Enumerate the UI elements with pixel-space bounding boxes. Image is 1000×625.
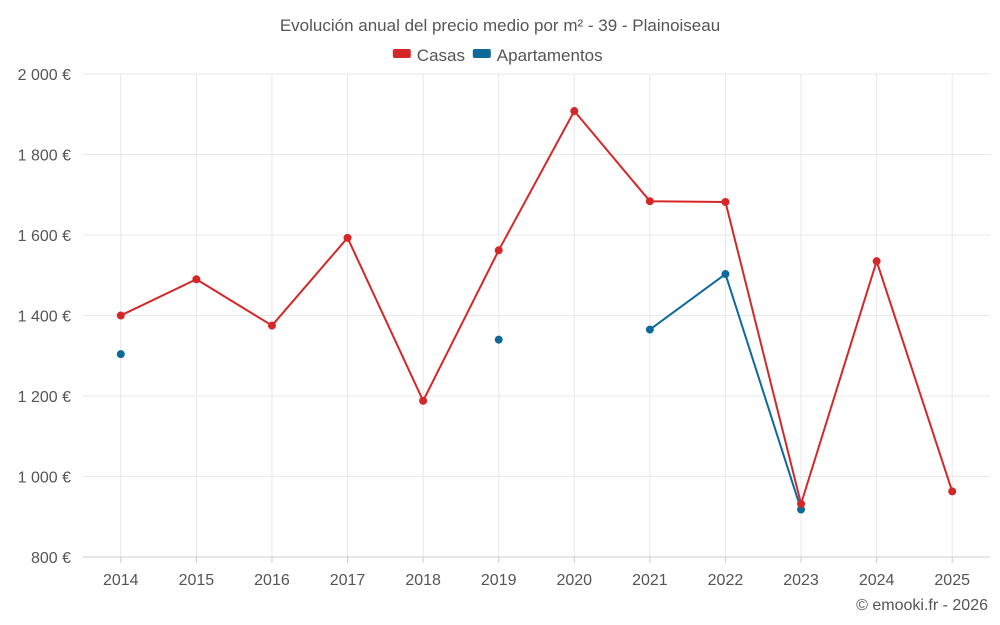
data-point[interactable] [797, 505, 806, 514]
y-tick-label: 1 600 € [18, 228, 71, 245]
grid-lines [83, 73, 990, 557]
data-point[interactable] [343, 233, 352, 242]
legend-item-casas[interactable]: Casas [392, 46, 465, 65]
data-point[interactable] [948, 487, 957, 496]
x-tick-label: 2022 [708, 572, 744, 589]
x-tick-label: 2020 [556, 572, 592, 589]
x-tick-label: 2015 [179, 572, 215, 589]
x-tick-label: 2021 [632, 572, 668, 589]
x-tick-label: 2017 [330, 572, 366, 589]
data-point[interactable] [872, 257, 881, 266]
legend-swatch [472, 49, 491, 58]
x-tick-label: 2024 [859, 572, 895, 589]
x-tick-label: 2018 [405, 572, 441, 589]
axes: 800 € 1 000 € 1 200 € 1 400 € 1 600 € 1 800 €… [18, 67, 990, 589]
data-point[interactable] [192, 275, 201, 284]
x-tick-label: 2019 [481, 572, 517, 589]
data-point[interactable] [419, 396, 428, 405]
data-point[interactable] [645, 325, 654, 334]
data-point[interactable] [645, 197, 654, 206]
data-point[interactable] [797, 499, 806, 508]
data-point[interactable] [721, 197, 730, 206]
data-point[interactable] [494, 335, 503, 344]
credit-text: © emooki.fr - 2026 [856, 597, 988, 614]
x-tick-label: 2016 [254, 572, 290, 589]
data-point[interactable] [267, 321, 276, 330]
y-tick-label: 1 800 € [18, 148, 71, 165]
series-line [120, 110, 954, 505]
legend-label: Apartamentos [497, 46, 603, 65]
series-layer [116, 107, 957, 514]
y-tick-label: 1 400 € [18, 309, 71, 326]
y-tick-label: 2 000 € [18, 67, 71, 84]
series-apartamentos [116, 270, 806, 514]
y-tick-label: 1 200 € [18, 389, 71, 406]
x-tick-label: 2014 [103, 572, 139, 589]
data-point[interactable] [570, 107, 579, 116]
x-tick-label: 2025 [934, 572, 970, 589]
data-point[interactable] [116, 311, 125, 320]
legend-swatch [392, 49, 411, 58]
data-point[interactable] [721, 270, 730, 279]
chart-title: Evolución anual del precio medio por m² … [280, 16, 720, 35]
data-point[interactable] [494, 246, 503, 255]
y-tick-label: 800 € [31, 550, 71, 567]
series-casas [116, 107, 957, 508]
x-tick-label: 2023 [783, 572, 819, 589]
data-point[interactable] [116, 350, 125, 359]
legend-item-apartamentos[interactable]: Apartamentos [472, 46, 603, 65]
legend: Casas Apartamentos [392, 46, 603, 65]
legend-label: Casas [417, 46, 465, 65]
y-tick-label: 1 000 € [18, 470, 71, 487]
